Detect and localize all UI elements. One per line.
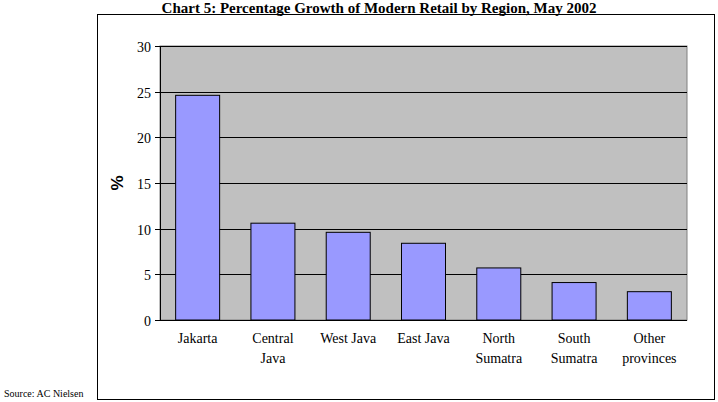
bar xyxy=(477,268,521,320)
x-tick-label: Jakarta xyxy=(178,331,218,346)
y-tick-label: 0 xyxy=(144,314,151,329)
chart-frame xyxy=(98,15,715,400)
x-tick-label-line: Jakarta xyxy=(178,331,218,346)
y-tick-label: 25 xyxy=(137,86,151,101)
y-tick xyxy=(155,320,160,321)
bar xyxy=(627,292,671,320)
y-axis-label: % xyxy=(108,175,127,190)
title: Chart 5: Percentage Growth of Modern Ret… xyxy=(162,0,597,16)
x-tick-label: East Java xyxy=(397,331,450,346)
x-tick-label: North Sumatra xyxy=(475,331,522,366)
y-tick-label: 5 xyxy=(144,268,151,283)
x-tick-label-line: North xyxy=(482,331,515,346)
source: Source: AC Nielsen xyxy=(4,388,83,399)
bar xyxy=(552,283,596,320)
bar xyxy=(251,223,295,320)
x-tick-label-line: provinces xyxy=(622,351,676,366)
chart-svg: Chart 5: Percentage Growth of Modern Ret… xyxy=(0,0,718,402)
x-tick-label-line: Sumatra xyxy=(551,351,598,366)
y-tick-label: 20 xyxy=(137,131,151,146)
plot-area xyxy=(160,46,687,320)
y-axis xyxy=(160,46,161,320)
x-tick-label-line: Sumatra xyxy=(475,351,522,366)
bar xyxy=(176,95,220,320)
grid-line xyxy=(160,92,687,93)
x-tick-label-line: Other xyxy=(633,331,665,346)
bar xyxy=(326,232,370,320)
y-tick xyxy=(155,137,160,138)
y-tick xyxy=(155,92,160,93)
x-tick-label: Central Java xyxy=(252,331,293,366)
chart: Chart 5: Percentage Growth of Modern Ret… xyxy=(0,0,718,402)
x-tick-label-line: Java xyxy=(260,351,286,366)
x-tick-label: South Sumatra xyxy=(551,331,598,366)
y-tick-label: 30 xyxy=(137,40,151,55)
y-tick xyxy=(155,274,160,275)
x-tick-label: West Java xyxy=(320,331,377,346)
grid-line xyxy=(160,320,687,321)
x-tick-label-line: East Java xyxy=(397,331,450,346)
grid-line xyxy=(160,46,687,47)
y-tick-label: 15 xyxy=(137,177,151,192)
grid-line xyxy=(160,183,687,184)
y-tick xyxy=(155,46,160,47)
bar xyxy=(402,243,446,320)
x-tick-label-line: South xyxy=(558,331,591,346)
y-tick-label: 10 xyxy=(137,223,151,238)
y-tick xyxy=(155,183,160,184)
x-axis xyxy=(160,320,687,321)
grid-line xyxy=(160,229,687,230)
x-tick-label-line: West Java xyxy=(320,331,377,346)
x-tick-label-line: Central xyxy=(252,331,293,346)
bars xyxy=(176,95,672,320)
y-tick xyxy=(155,229,160,230)
grid-line xyxy=(160,137,687,138)
x-tick-label: Other provinces xyxy=(622,331,676,366)
